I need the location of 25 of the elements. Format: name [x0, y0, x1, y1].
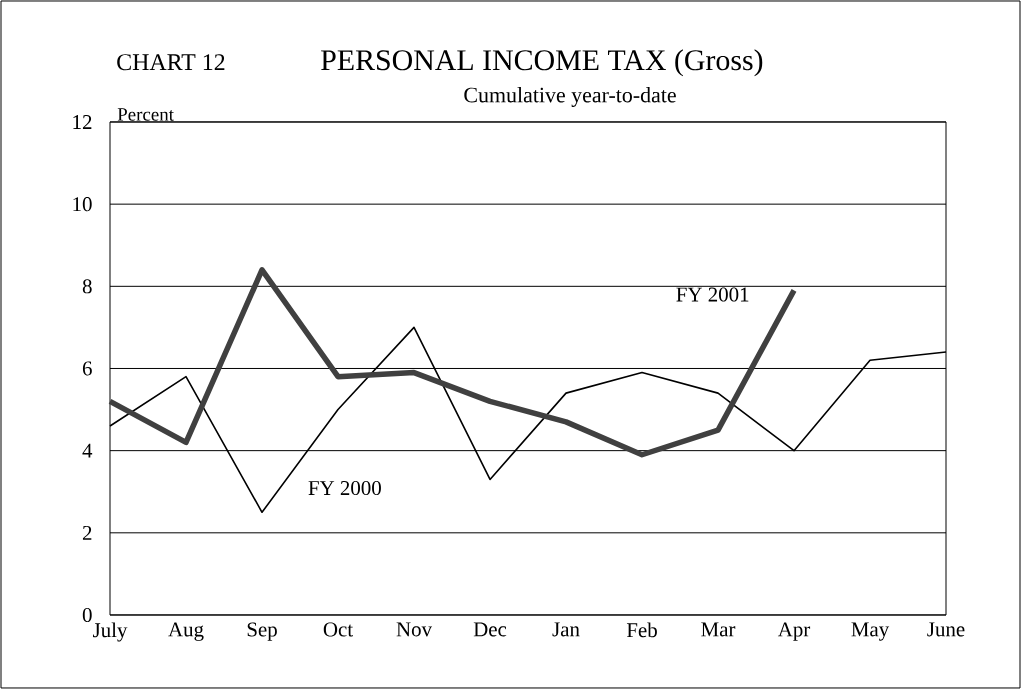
y-tick-label: 0	[82, 607, 92, 623]
x-tick-label: Nov	[396, 622, 433, 637]
x-tick-label: Jan	[552, 622, 580, 637]
x-tick-label: Dec	[473, 622, 507, 637]
y-tick-label: 4	[82, 443, 93, 458]
y-tick-label: 10	[73, 197, 92, 212]
chart-subtitle: Cumulative year-to-date	[464, 87, 676, 107]
chart-title: PERSONAL INCOME TAX (Gross)	[321, 49, 763, 77]
x-tick-label: July	[93, 622, 128, 642]
x-tick-label: Feb	[626, 622, 657, 638]
x-tick-label: June	[927, 622, 965, 637]
series-label: FY 2000	[308, 480, 381, 496]
y-tick-label: 12	[73, 115, 92, 129]
y-tick-label: 2	[82, 525, 92, 540]
caption: CHART 12	[117, 54, 225, 71]
y-tick-label: 6	[82, 361, 92, 376]
x-tick-label: Aug	[168, 622, 204, 641]
text: Percent	[117, 108, 174, 121]
x-tick-label: Sep	[247, 622, 277, 641]
x-tick-label: Oct	[323, 622, 353, 637]
x-tick-label: Apr	[777, 622, 811, 641]
x-tick-label: Mar	[701, 622, 736, 637]
series-label: FY 2001	[676, 287, 749, 302]
y-tick-label: 8	[82, 279, 92, 294]
x-tick-label: May	[851, 622, 890, 641]
